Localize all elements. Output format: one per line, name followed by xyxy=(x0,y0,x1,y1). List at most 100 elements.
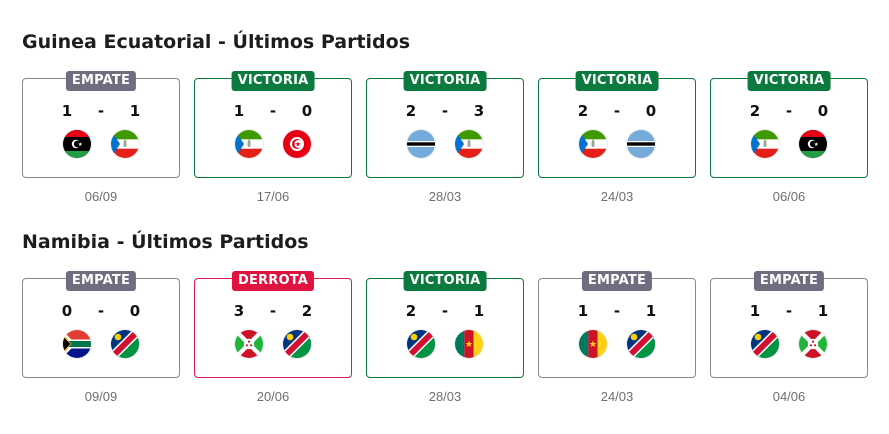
match-score: 1 - 0 xyxy=(195,102,351,120)
away-score: 1 xyxy=(129,102,141,120)
match-score: 2 - 0 xyxy=(711,102,867,120)
match-date: 20/06 xyxy=(256,389,290,404)
match-score: 1 - 1 xyxy=(23,102,179,120)
home-score: 1 xyxy=(749,302,761,320)
score-separator: - xyxy=(613,102,621,120)
team-section-namibia: Namibia - Últimos Partidos EMPATE 0 - 0 09… xyxy=(22,230,872,404)
result-badge: VICTORIA xyxy=(231,71,315,91)
match-score: 0 - 0 xyxy=(23,302,179,320)
match-date: 06/06 xyxy=(772,189,806,204)
cameroon-flag-icon xyxy=(579,330,607,358)
south-africa-flag-icon xyxy=(63,330,91,358)
match-card[interactable]: EMPATE 1 - 1 xyxy=(710,271,868,378)
match-score: 3 - 2 xyxy=(195,302,351,320)
home-score: 2 xyxy=(405,302,417,320)
home-score: 0 xyxy=(61,302,73,320)
away-score: 1 xyxy=(817,302,829,320)
match-card[interactable]: VICTORIA 1 - 0 xyxy=(194,71,352,178)
namibia-flag-icon xyxy=(283,330,311,358)
match-date: 17/06 xyxy=(256,189,290,204)
away-score: 1 xyxy=(473,302,485,320)
equatorial-guinea-flag-icon xyxy=(751,130,779,158)
equatorial-guinea-flag-icon xyxy=(455,130,483,158)
match-item[interactable]: VICTORIA 2 - 1 28/03 xyxy=(366,271,524,418)
match-card[interactable]: VICTORIA 2 - 0 xyxy=(538,71,696,178)
match-date: 09/09 xyxy=(84,389,118,404)
score-separator: - xyxy=(97,302,105,320)
section-title: Guinea Ecuatorial - Últimos Partidos xyxy=(22,31,411,53)
score-separator: - xyxy=(785,102,793,120)
match-score: 2 - 0 xyxy=(539,102,695,120)
score-separator: - xyxy=(613,302,621,320)
match-date: 28/03 xyxy=(428,389,462,404)
match-card[interactable]: VICTORIA 2 - 3 xyxy=(366,71,524,178)
score-separator: - xyxy=(785,302,793,320)
match-score: 2 - 1 xyxy=(367,302,523,320)
home-score: 1 xyxy=(233,102,245,120)
libya-flag-icon xyxy=(63,130,91,158)
equatorial-guinea-flag-icon xyxy=(111,130,139,158)
away-score: 2 xyxy=(301,302,313,320)
match-item[interactable]: VICTORIA 2 - 0 24/03 xyxy=(538,71,696,218)
match-item[interactable]: EMPATE 1 - 1 24/03 xyxy=(538,271,696,418)
home-score: 1 xyxy=(61,102,73,120)
match-item[interactable]: EMPATE 1 - 1 04/06 xyxy=(710,271,868,418)
match-item[interactable]: EMPATE 1 - 1 06/09 xyxy=(22,71,180,218)
match-list: EMPATE 0 - 0 09/09 DERROTA 3 - 2 20/06 VICTO… xyxy=(22,271,882,418)
away-score: 1 xyxy=(645,302,657,320)
match-date: 24/03 xyxy=(600,389,634,404)
libya-flag-icon xyxy=(799,130,827,158)
match-item[interactable]: VICTORIA 2 - 0 06/06 xyxy=(710,71,868,218)
away-score: 3 xyxy=(473,102,485,120)
burundi-flag-icon xyxy=(235,330,263,358)
home-score: 2 xyxy=(749,102,761,120)
equatorial-guinea-flag-icon xyxy=(235,130,263,158)
section-title: Namibia - Últimos Partidos xyxy=(22,231,309,253)
match-date: 24/03 xyxy=(600,189,634,204)
match-score: 2 - 3 xyxy=(367,102,523,120)
match-score: 1 - 1 xyxy=(711,302,867,320)
match-item[interactable]: EMPATE 0 - 0 09/09 xyxy=(22,271,180,418)
match-item[interactable]: DERROTA 3 - 2 20/06 xyxy=(194,271,352,418)
match-card[interactable]: VICTORIA 2 - 1 xyxy=(366,271,524,378)
match-list: EMPATE 1 - 1 06/09 VICTORIA 1 - 0 17/06 VICT… xyxy=(22,71,882,218)
cameroon-flag-icon xyxy=(455,330,483,358)
result-badge: EMPATE xyxy=(65,271,137,291)
away-score: 0 xyxy=(645,102,657,120)
result-badge: DERROTA xyxy=(231,271,315,291)
match-score: 1 - 1 xyxy=(539,302,695,320)
score-separator: - xyxy=(97,102,105,120)
namibia-flag-icon xyxy=(627,330,655,358)
score-separator: - xyxy=(441,302,449,320)
result-badge: EMPATE xyxy=(581,271,653,291)
result-badge: EMPATE xyxy=(753,271,825,291)
match-card[interactable]: EMPATE 0 - 0 xyxy=(22,271,180,378)
score-separator: - xyxy=(269,102,277,120)
namibia-flag-icon xyxy=(111,330,139,358)
result-badge: VICTORIA xyxy=(747,71,831,91)
tunisia-flag-icon xyxy=(283,130,311,158)
botswana-flag-icon xyxy=(407,130,435,158)
match-item[interactable]: VICTORIA 2 - 3 28/03 xyxy=(366,71,524,218)
result-badge: VICTORIA xyxy=(575,71,659,91)
result-badge: EMPATE xyxy=(65,71,137,91)
match-card[interactable]: VICTORIA 2 - 0 xyxy=(710,71,868,178)
home-score: 2 xyxy=(405,102,417,120)
match-card[interactable]: EMPATE 1 - 1 xyxy=(538,271,696,378)
result-badge: VICTORIA xyxy=(403,71,487,91)
botswana-flag-icon xyxy=(627,130,655,158)
home-score: 3 xyxy=(233,302,245,320)
match-card[interactable]: EMPATE 1 - 1 xyxy=(22,71,180,178)
match-date: 04/06 xyxy=(772,389,806,404)
score-separator: - xyxy=(441,102,449,120)
namibia-flag-icon xyxy=(407,330,435,358)
match-date: 06/09 xyxy=(84,189,118,204)
match-date: 28/03 xyxy=(428,189,462,204)
away-score: 0 xyxy=(129,302,141,320)
match-card[interactable]: DERROTA 3 - 2 xyxy=(194,271,352,378)
match-item[interactable]: VICTORIA 1 - 0 17/06 xyxy=(194,71,352,218)
equatorial-guinea-flag-icon xyxy=(579,130,607,158)
away-score: 0 xyxy=(301,102,313,120)
score-separator: - xyxy=(269,302,277,320)
home-score: 1 xyxy=(577,302,589,320)
